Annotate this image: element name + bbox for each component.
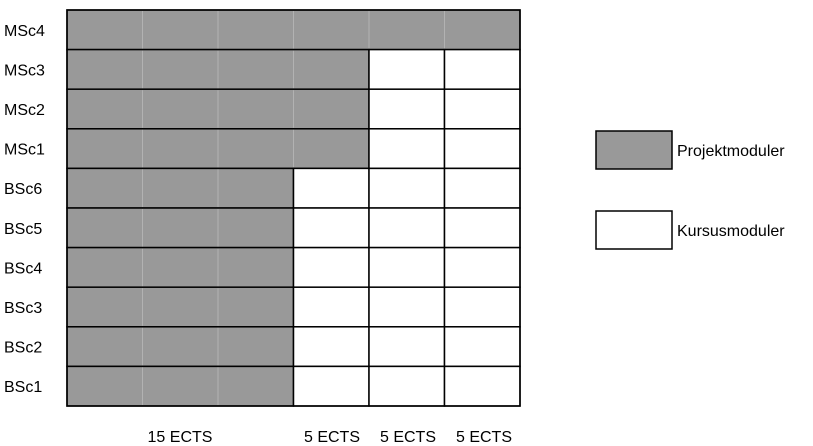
course-module-bsc6 (292, 167, 370, 209)
project-module-bsc5 (66, 207, 295, 249)
row-label-msc2: MSc2 (4, 102, 45, 119)
module-grid (66, 9, 521, 407)
course-module-bsc1 (292, 365, 370, 407)
column-label: 5 ECTS (456, 429, 512, 446)
project-module-bsc1 (66, 365, 295, 407)
legend: Projektmoduler Kursusmoduler (595, 130, 785, 250)
row-label-bsc5: BSc5 (4, 221, 42, 238)
course-module-bsc3 (443, 286, 521, 328)
row-label-msc1: MSc1 (4, 142, 45, 159)
project-module-bsc3 (66, 286, 295, 328)
legend-label-kursusmoduler: Kursusmoduler (677, 223, 785, 240)
course-module-bsc5 (292, 207, 370, 249)
course-module-msc1 (443, 128, 521, 170)
project-module-bsc4 (66, 246, 295, 288)
course-module-msc3 (443, 48, 521, 90)
row-label-bsc3: BSc3 (4, 300, 42, 317)
course-module-msc1 (368, 128, 446, 170)
row-label-bsc6: BSc6 (4, 181, 42, 198)
legend-label-projektmoduler: Projektmoduler (677, 143, 785, 160)
row-labels: MSc4 MSc3 MSc2 MSc1 BSc6 BSc5 BSc4 BSc3 BSc2 BSc1 (4, 23, 45, 396)
course-module-bsc3 (368, 286, 446, 328)
column-label: 5 ECTS (304, 429, 360, 446)
course-module-bsc6 (443, 167, 521, 209)
legend-swatch-kursusmoduler (595, 210, 673, 250)
course-module-msc2 (368, 88, 446, 130)
row-label-bsc1: BSc1 (4, 379, 42, 396)
course-module-bsc5 (443, 207, 521, 249)
row-label-msc3: MSc3 (4, 62, 45, 79)
course-module-bsc2 (368, 326, 446, 368)
column-label: 15 ECTS (148, 429, 213, 446)
course-module-msc2 (443, 88, 521, 130)
column-label: 5 ECTS (380, 429, 436, 446)
project-module-bsc2 (66, 326, 295, 368)
course-module-bsc1 (443, 365, 521, 407)
course-module-bsc2 (443, 326, 521, 368)
course-module-bsc3 (292, 286, 370, 328)
row-label-msc4: MSc4 (4, 23, 45, 40)
column-labels: 15 ECTS 5 ECTS 5 ECTS 5 ECTS (148, 429, 512, 446)
course-module-bsc6 (368, 167, 446, 209)
course-module-bsc2 (292, 326, 370, 368)
row-label-bsc4: BSc4 (4, 260, 42, 277)
course-module-bsc4 (443, 246, 521, 288)
row-label-bsc2: BSc2 (4, 340, 42, 357)
grid-border (66, 9, 521, 407)
course-module-bsc4 (292, 246, 370, 288)
course-module-bsc1 (368, 365, 446, 407)
course-module-bsc5 (368, 207, 446, 249)
course-module-bsc4 (368, 246, 446, 288)
course-module-msc3 (368, 48, 446, 90)
legend-swatch-projektmoduler (595, 130, 673, 170)
project-module-bsc6 (66, 167, 295, 209)
